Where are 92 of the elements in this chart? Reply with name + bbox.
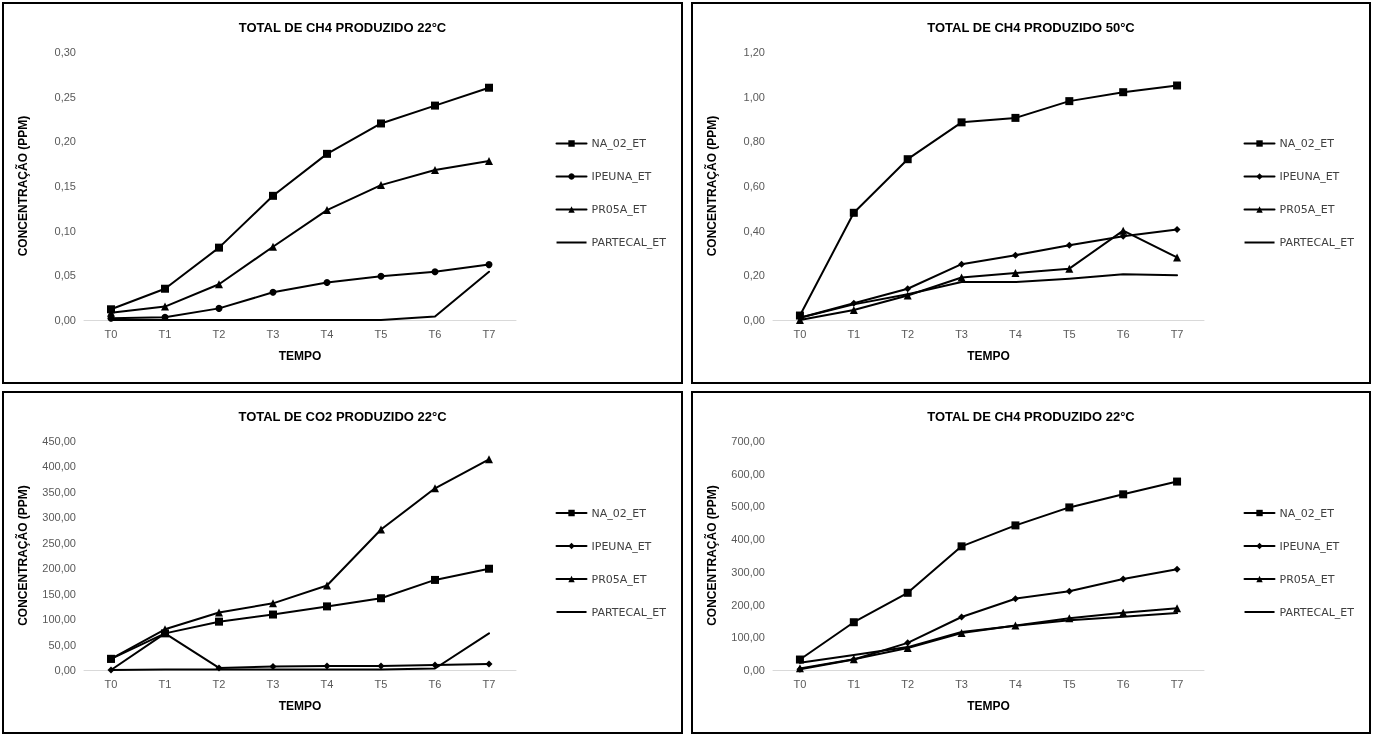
y-tick-label: 1,20 [743, 46, 765, 58]
y-tick-label: 200,00 [731, 598, 765, 611]
x-tick-label: T6 [428, 327, 442, 340]
x-axis-title: TEMPO [278, 699, 322, 713]
legend-label: NA_02_ET [1279, 137, 1335, 150]
y-tick-label: 300,00 [42, 511, 76, 524]
y-tick-label: 50,00 [48, 638, 76, 651]
legend-label: IPEUNA_ET [1279, 170, 1340, 183]
x-axis-title: TEMPO [278, 349, 322, 363]
x-tick-label: T1 [158, 327, 172, 340]
y-tick-label: 0,15 [54, 180, 76, 192]
y-tick-label: 100,00 [42, 613, 76, 626]
legend-label: IPEUNA_ET [591, 170, 652, 183]
x-tick-label: T3 [266, 677, 280, 690]
x-tick-label: T6 [1116, 327, 1130, 340]
x-tick-label: T3 [955, 327, 968, 340]
y-tick-label: 400,00 [731, 533, 765, 546]
x-tick-label: T2 [212, 327, 226, 340]
y-tick-label: 0,60 [743, 180, 765, 192]
x-tick-label: T4 [1009, 327, 1022, 340]
y-tick-label: 0,00 [743, 664, 765, 676]
y-tick-label: 250,00 [42, 536, 76, 549]
x-tick-label: T7 [482, 327, 496, 340]
y-tick-label: 0,30 [54, 46, 76, 58]
legend-label: PARTECAL_ET [1279, 605, 1355, 619]
x-tick-label: T2 [901, 327, 915, 340]
y-tick-label: 150,00 [42, 587, 76, 600]
x-tick-label: T2 [212, 677, 226, 690]
x-tick-label: T1 [847, 327, 861, 340]
y-tick-label: 600,00 [731, 467, 765, 480]
x-tick-label: T1 [847, 677, 861, 690]
y-tick-label: 400,00 [42, 460, 76, 473]
x-tick-label: T1 [158, 677, 172, 690]
chart-title: TOTAL DE CH4 PRODUZIDO 22°C [238, 20, 447, 35]
y-tick-label: 0,10 [54, 224, 76, 237]
legend-label: IPEUNA_ET [1279, 539, 1340, 553]
legend-label: PR05A_ET [591, 203, 647, 216]
y-tick-label: 200,00 [42, 562, 76, 575]
y-tick-label: 450,00 [42, 435, 76, 447]
legend-label: NA_02_ET [1279, 506, 1335, 520]
legend-label: PR05A_ET [1279, 572, 1335, 586]
y-tick-label: 350,00 [42, 485, 76, 498]
y-axis-title: CONCENTRAÇÃO (PPM) [704, 115, 719, 257]
x-tick-label: T0 [104, 677, 118, 690]
x-tick-label: T0 [793, 677, 807, 690]
chart-title: TOTAL DE CH4 PRODUZIDO 22°C [927, 409, 1136, 424]
x-tick-label: T7 [482, 677, 496, 690]
legend-label: PR05A_ET [591, 572, 647, 586]
y-tick-label: 300,00 [731, 565, 765, 578]
legend-label: NA_02_ET [591, 137, 647, 150]
x-tick-label: T4 [320, 677, 334, 690]
y-tick-label: 1,00 [743, 90, 765, 103]
x-tick-label: T2 [901, 677, 915, 690]
x-tick-label: T0 [793, 327, 807, 340]
x-tick-label: T4 [320, 327, 334, 340]
x-tick-label: T6 [1116, 677, 1130, 690]
x-tick-label: T5 [374, 327, 388, 340]
x-tick-label: T3 [955, 677, 968, 690]
x-tick-label: T5 [1062, 677, 1076, 690]
y-tick-label: 0,20 [54, 135, 76, 148]
x-tick-label: T5 [1062, 327, 1076, 340]
x-tick-label: T5 [374, 677, 388, 690]
y-tick-label: 500,00 [731, 500, 765, 513]
x-tick-label: T4 [1009, 677, 1022, 690]
y-tick-label: 100,00 [731, 631, 765, 644]
y-axis-title: CONCENTRAÇÃO (PPM) [15, 115, 30, 257]
legend-label: IPEUNA_ET [591, 539, 652, 553]
y-tick-label: 700,00 [731, 435, 765, 447]
y-tick-label: 0,00 [54, 314, 76, 326]
x-axis-title: TEMPO [967, 699, 1010, 713]
y-axis-title: CONCENTRAÇÃO (PPM) [704, 485, 719, 626]
legend-label: PARTECAL_ET [1279, 236, 1355, 249]
x-tick-label: T6 [428, 677, 442, 690]
x-tick-label: T7 [1170, 677, 1184, 690]
x-tick-label: T3 [266, 327, 280, 340]
y-tick-label: 0,00 [743, 314, 765, 326]
y-tick-label: 0,25 [54, 90, 76, 103]
legend-label: PR05A_ET [1279, 203, 1335, 216]
y-tick-label: 0,40 [743, 224, 765, 237]
legend-label: PARTECAL_ET [591, 605, 667, 619]
legend-label: PARTECAL_ET [591, 236, 667, 249]
chart-title: TOTAL DE CO2 PRODUZIDO 22°C [238, 409, 448, 424]
x-tick-label: T7 [1170, 327, 1184, 340]
y-tick-label: 0,20 [743, 269, 765, 282]
x-tick-label: T0 [104, 327, 118, 340]
y-axis-title: CONCENTRAÇÃO (PPM) [15, 485, 30, 626]
y-tick-label: 0,05 [54, 269, 76, 282]
chart-title: TOTAL DE CH4 PRODUZIDO 50°C [927, 20, 1136, 35]
x-axis-title: TEMPO [967, 349, 1010, 363]
y-tick-label: 0,80 [743, 135, 765, 148]
legend-label: NA_02_ET [591, 506, 647, 520]
y-tick-label: 0,00 [54, 664, 76, 676]
